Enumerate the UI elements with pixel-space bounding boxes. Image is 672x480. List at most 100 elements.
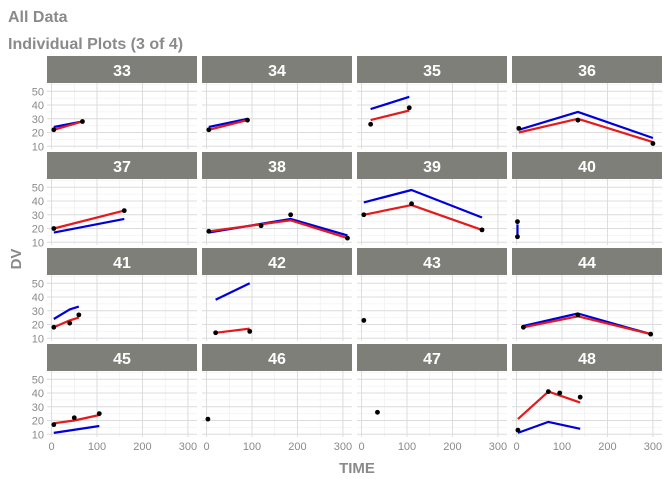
plot-area [357,371,507,437]
observed-point [71,415,77,421]
strip-label: 41 [113,255,131,272]
y-tick-label: 50 [32,278,44,290]
y-tick-label: 20 [32,128,44,140]
strip-label: 34 [268,63,286,80]
panel-35: 35 [357,56,507,149]
observed-point [51,422,57,428]
x-tick-label: 0 [48,441,54,453]
strip-label: 33 [113,63,131,80]
y-tick-label: 20 [32,224,44,236]
x-tick-label: 100 [88,441,106,453]
strip-label: 47 [423,351,441,368]
strip [357,152,507,179]
blue-series-line [518,110,654,140]
observed-point [213,330,219,336]
strip [47,56,197,83]
blue-series-line [53,424,100,434]
strip [357,56,507,83]
red-series-line [53,413,100,425]
plot-area [47,371,197,437]
strip [357,248,507,275]
observed-point [205,416,211,422]
strip [512,248,662,275]
y-axis-title: DV [8,249,25,270]
strip [47,152,197,179]
strip-label: 38 [268,159,286,176]
blue-series-line [517,420,581,434]
x-tick-label: 0 [358,441,364,453]
red-series-line [215,327,250,334]
strip [202,344,352,371]
panel-39: 39 [357,152,507,245]
y-tick-label: 10 [32,237,44,249]
observed-point [479,227,485,233]
blue-series-line [53,217,125,234]
observed-point [520,324,526,330]
y-tick-label: 30 [32,210,44,222]
x-tick-label: 100 [243,441,261,453]
observed-point [121,208,127,214]
observed-point [409,201,414,207]
y-tick-label: 40 [32,196,44,208]
y-tick-label: 50 [32,182,44,194]
observed-point [575,117,581,123]
x-axis-title: TIME [339,460,375,477]
strip-label: 35 [423,63,441,80]
plot-area [202,275,352,341]
strip [202,56,352,83]
strip-label: 43 [423,255,441,272]
strip-label: 46 [268,351,286,368]
panel-42: 42 [202,248,352,341]
observed-point [361,317,367,323]
observed-point [345,235,350,241]
strip-label: 44 [578,255,596,272]
observed-point [515,427,521,433]
y-tick-label: 40 [32,388,44,400]
red-series-line [53,209,125,230]
strip-label: 48 [578,351,596,368]
x-tick-label: 300 [179,441,197,453]
x-tick-label: 0 [203,441,209,453]
panel-48: 48 0 100 200 300 [512,344,662,453]
observed-point [515,219,520,225]
y-tick-label: 40 [32,100,44,112]
y-tick-label: 50 [32,374,44,386]
strip [47,248,197,275]
x-tick-label: 200 [598,441,616,453]
x-tick-label: 200 [133,441,151,453]
observed-point [51,226,57,231]
y-tick-label: 40 [32,292,44,304]
blue-series-line [370,95,410,111]
observed-point [67,320,73,326]
strip-label: 42 [268,255,286,272]
panel-36: 36 [512,56,662,149]
observed-point [577,394,583,400]
strip [202,152,352,179]
x-tick-label: 300 [334,441,352,453]
observed-point [575,312,581,318]
x-tick-label: 200 [288,441,306,453]
x-tick-label: 300 [644,441,662,453]
observed-point [375,409,380,415]
y-tick-label: 30 [32,402,44,414]
observed-point [51,127,57,133]
panel-38: 38 [202,152,352,245]
red-series-line [208,219,348,240]
observed-point [545,389,551,395]
strip-label: 37 [113,159,131,176]
strip-label: 45 [113,351,131,368]
panel-44: 44 [512,248,662,341]
y-tick-label: 10 [32,429,44,441]
chart-subtitle: Individual Plots (3 of 4) [8,36,183,53]
panel-34: 34 [202,56,352,149]
x-tick-label: 0 [513,441,519,453]
observed-point [516,125,522,131]
observed-point [51,324,57,330]
red-series-line [53,120,83,131]
blue-series-line [363,188,483,219]
observed-point [206,228,212,234]
